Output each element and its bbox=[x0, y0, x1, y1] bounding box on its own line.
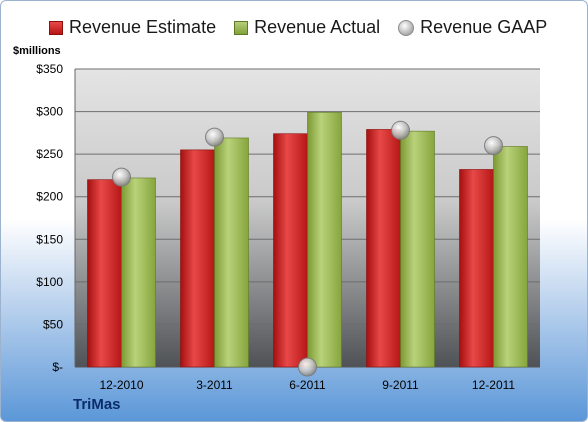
bar-revenue-estimate bbox=[273, 133, 308, 368]
point-revenue-gaap bbox=[298, 357, 317, 377]
x-tick-label: 12-2011 bbox=[472, 378, 515, 392]
company-name: TriMas bbox=[73, 396, 121, 413]
x-tick-label: 3-2011 bbox=[196, 378, 233, 392]
y-tick-label: $200 bbox=[36, 190, 63, 204]
bar-revenue-estimate bbox=[459, 169, 494, 368]
bar-revenue-actual bbox=[493, 146, 528, 368]
y-tick-label: $300 bbox=[36, 105, 63, 119]
legend-label-actual: Revenue Actual bbox=[254, 17, 381, 37]
point-revenue-gaap bbox=[391, 120, 410, 140]
bar-revenue-estimate bbox=[87, 179, 122, 368]
bar-revenue-estimate bbox=[366, 129, 401, 368]
x-tick-label: 9-2011 bbox=[382, 378, 419, 392]
y-tick-label: $350 bbox=[36, 62, 63, 76]
point-revenue-gaap bbox=[205, 127, 224, 147]
legend: Revenue Estimate Revenue Actual Revenue … bbox=[49, 17, 547, 38]
legend-item-estimate: Revenue Estimate bbox=[49, 17, 216, 38]
y-tick-label: $50 bbox=[43, 317, 63, 331]
y-tick-label: $250 bbox=[36, 147, 63, 161]
legend-item-gaap: Revenue GAAP bbox=[398, 17, 547, 38]
legend-label-gaap: Revenue GAAP bbox=[420, 17, 548, 37]
point-revenue-gaap bbox=[112, 167, 131, 187]
y-tick-label: $- bbox=[52, 360, 63, 374]
bar-revenue-actual bbox=[214, 137, 249, 368]
legend-item-actual: Revenue Actual bbox=[234, 17, 380, 38]
bar-revenue-actual bbox=[307, 112, 342, 368]
legend-swatch-estimate bbox=[49, 20, 63, 35]
y-axis-unit-label: $millions bbox=[13, 45, 61, 57]
legend-label-estimate: Revenue Estimate bbox=[69, 17, 217, 37]
bar-revenue-estimate bbox=[180, 149, 215, 368]
bar-revenue-actual bbox=[400, 130, 435, 368]
y-tick-label: $150 bbox=[36, 232, 63, 246]
x-tick-label: 12-2010 bbox=[99, 378, 143, 392]
legend-swatch-gaap bbox=[398, 19, 415, 36]
y-tick-label: $100 bbox=[36, 275, 63, 289]
bar-revenue-actual bbox=[121, 177, 156, 368]
legend-swatch-actual bbox=[234, 20, 249, 35]
x-tick-label: 6-2011 bbox=[289, 378, 326, 392]
point-revenue-gaap bbox=[484, 136, 503, 156]
